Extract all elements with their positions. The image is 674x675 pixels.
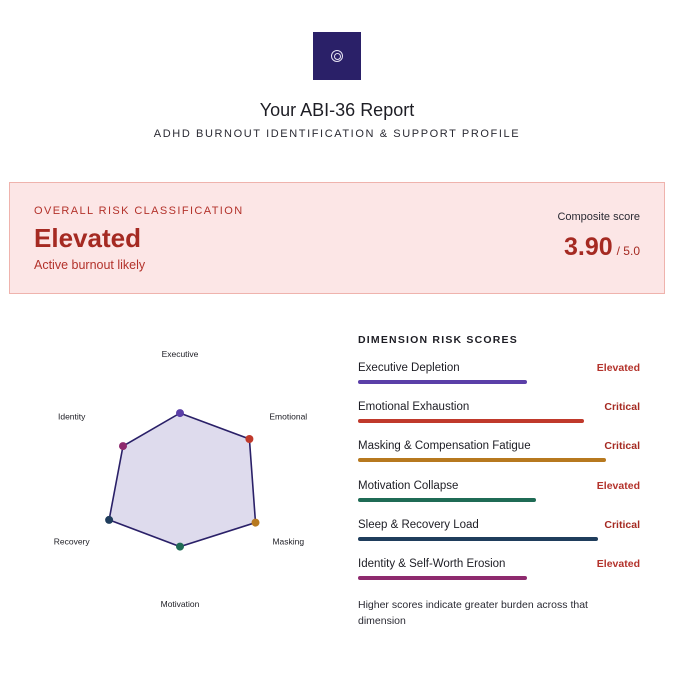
dimension-risk-level: Elevated [596, 557, 640, 570]
composite-score-value: 3.90 [563, 233, 613, 261]
radar-axis-label: Identity [58, 412, 86, 422]
dimension-name: Emotional Exhaustion [358, 401, 470, 414]
dimension-row: Emotional Exhaustion Critical [358, 401, 640, 440]
composite-score-label: Composite score [557, 211, 640, 223]
dimension-row: Sleep & Recovery Load Critical [358, 519, 640, 558]
overall-risk-card: OVERALL RISK CLASSIFICATION Elevated Act… [9, 182, 665, 294]
radar-point [245, 435, 254, 443]
composite-score: 3.90 / 5.0 [564, 233, 640, 262]
dimension-score-bar [358, 575, 527, 580]
dimension-risk-level: Critical [604, 440, 640, 453]
radar-area [108, 412, 257, 548]
radar-axis-label: Recovery [54, 537, 91, 547]
dimension-name: Motivation Collapse [358, 479, 459, 492]
dimension-scores-heading: DIMENSION RISK SCORES [358, 334, 518, 346]
dimension-row: Executive Depletion Elevated [358, 362, 640, 401]
dimension-score-bar [358, 497, 536, 502]
radar-point [176, 542, 184, 551]
report-logo [313, 32, 361, 80]
scores-footnote: Higher scores indicate greater burden ac… [358, 599, 588, 628]
radar-axis-label: Motivation [161, 599, 200, 609]
dimension-score-bar [358, 536, 598, 541]
radar-axis-label: Emotional [269, 412, 307, 422]
dimension-row: Identity & Self-Worth Erosion Elevated [358, 558, 640, 597]
risk-note: Active burnout likely [34, 258, 146, 272]
dimension-risk-level: Critical [604, 401, 640, 414]
dimension-score-bar [358, 380, 527, 384]
dimension-name: Masking & Compensation Fatigue [358, 440, 531, 453]
dimension-risk-level: Elevated [596, 479, 640, 492]
dimension-name: Sleep & Recovery Load [358, 518, 479, 531]
dimension-list: Executive Depletion Elevated Emotional Exh… [358, 362, 640, 597]
dimension-name: Executive Depletion [358, 362, 460, 374]
composite-score-max: / 5.0 [616, 244, 640, 258]
dimension-radar-chart: Executive Emotional Masking Motivation Recov… [54, 349, 308, 609]
radar-point [251, 518, 260, 527]
page-subtitle: ADHD BURNOUT IDENTIFICATION & SUPPORT PR… [153, 128, 521, 140]
dimension-row: Motivation Collapse Elevated [358, 480, 640, 519]
radar-point [105, 515, 114, 524]
radar-axis-label: Masking [272, 537, 304, 547]
dimension-risk-level: Elevated [596, 362, 640, 374]
concentric-rings-icon [331, 50, 343, 62]
radar-point [119, 442, 127, 451]
dimension-score-bar [358, 458, 606, 463]
radar-point [176, 409, 184, 418]
risk-classification-label: OVERALL RISK CLASSIFICATION [34, 205, 244, 217]
dimension-scores-panel: DIMENSION RISK SCORES Executive Depletio… [358, 334, 640, 629]
dimension-risk-level: Critical [604, 518, 640, 531]
dimension-row: Masking & Compensation Fatigue Critical [358, 440, 640, 479]
dimension-name: Identity & Self-Worth Erosion [358, 557, 506, 570]
radar-axis-label: Executive [162, 349, 199, 359]
dimension-score-bar [358, 419, 584, 424]
risk-level: Elevated [34, 223, 141, 253]
page-title: Your ABI-36 Report [259, 100, 415, 120]
